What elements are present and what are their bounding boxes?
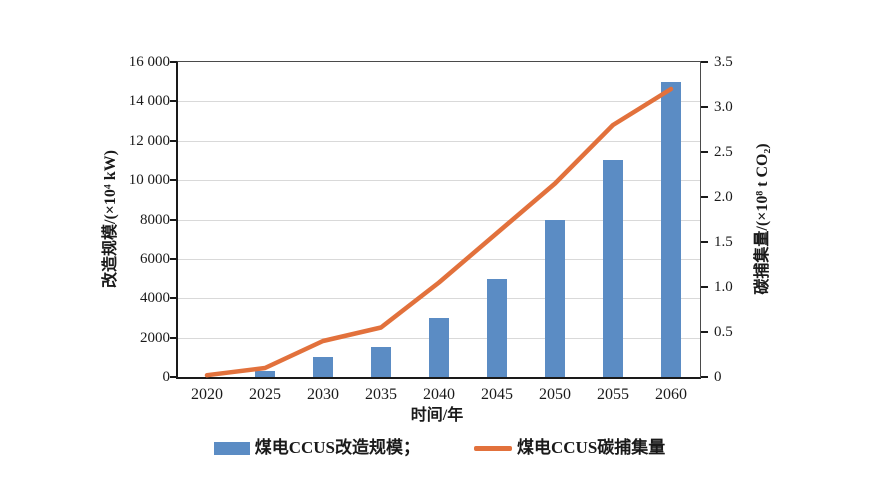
- x-axis-tick-label: 2045: [481, 386, 513, 403]
- legend-item: 煤电CCUS改造规模；: [213, 438, 420, 458]
- legend-label: 煤电CCUS改造规模；: [254, 438, 420, 457]
- gridline: [178, 180, 700, 182]
- legend-bar-swatch-icon: [213, 441, 250, 455]
- left-axis-tick-label: 14 000: [128, 93, 170, 110]
- left-axis-tick-label: 10 000: [128, 172, 170, 189]
- left-axis-tick: [170, 336, 177, 339]
- left-axis-tick: [170, 376, 177, 378]
- right-axis-tick: [701, 106, 708, 108]
- right-axis-tick: [701, 196, 708, 198]
- x-axis-tick-label: 2050: [539, 386, 571, 403]
- left-axis-tick: [170, 257, 177, 260]
- right-axis-tick-label: 2.0: [714, 189, 733, 205]
- right-axis-tick-label: 0: [714, 369, 722, 385]
- legend-item: 煤电CCUS碳捕集量: [474, 438, 665, 458]
- gridline: [178, 219, 700, 221]
- left-axis-tick-label: 6000: [140, 250, 170, 267]
- right-axis-tick: [701, 241, 708, 243]
- bar-2055: [603, 160, 623, 377]
- legend-label: 煤电CCUS碳捕集量: [517, 438, 666, 457]
- left-axis-tick-label: 8000: [140, 211, 170, 228]
- plot-area: 0 2000 4000 6000 8000 10 000 12 000 14 000 16 00…: [129, 55, 733, 403]
- left-axis-title: 改造规模/(×10⁴ kW): [102, 150, 119, 288]
- right-axis-tick-label: 1.0: [714, 279, 733, 295]
- left-axis-tick-label: 0: [162, 369, 171, 385]
- right-axis-tick-label: 3.5: [714, 54, 733, 70]
- bar-2045: [487, 278, 507, 377]
- right-axis-tick-label: 0.5: [714, 324, 733, 340]
- right-axis-tick: [701, 376, 708, 378]
- left-axis-tick-label: 12 000: [128, 132, 170, 149]
- gridline: [178, 101, 700, 103]
- gridline: [178, 258, 700, 260]
- x-axis-tick-label: 2030: [307, 386, 339, 403]
- x-axis-tick-label: 2040: [423, 386, 455, 403]
- bar-2025: [255, 371, 275, 377]
- bar-2040: [429, 317, 449, 377]
- left-axis-tick-label: 16 000: [128, 54, 170, 70]
- right-axis-title: 碳捕集量/(×10⁸ t CO₂): [754, 143, 771, 295]
- left-axis-tick: [170, 179, 177, 182]
- legend-line-swatch-icon: [474, 445, 512, 451]
- right-axis-tick-label: 2.5: [714, 144, 733, 160]
- gridline: [178, 140, 700, 142]
- x-axis-tick-label: 2020: [191, 386, 223, 403]
- left-axis-tick-label: 2000: [140, 329, 170, 346]
- left-axis-tick: [170, 100, 177, 103]
- trend-line: [204, 86, 674, 378]
- x-axis-tick-label: 2025: [249, 386, 281, 403]
- right-axis-tick-label: 3.0: [714, 99, 733, 115]
- gridline: [178, 298, 700, 300]
- bar-2060: [661, 81, 681, 377]
- x-axis-tick-label: 2035: [365, 386, 397, 403]
- left-axis-tick: [170, 61, 177, 63]
- legend: 煤电CCUS改造规模； 煤电CCUS碳捕集量: [0, 437, 879, 459]
- bar-2050: [545, 219, 565, 377]
- left-axis-tick-label: 4000: [140, 290, 170, 307]
- right-axis-tick: [701, 286, 708, 288]
- left-axis-tick: [170, 297, 177, 300]
- right-axis-tick: [701, 331, 708, 333]
- left-axis-tick: [170, 139, 177, 142]
- left-axis-tick: [170, 218, 177, 221]
- trend-line-layer: [204, 86, 674, 378]
- right-axis-tick: [701, 151, 708, 153]
- bar-2030: [313, 357, 333, 377]
- right-axis-tick: [701, 61, 708, 63]
- x-axis-tick-label: 2055: [597, 386, 629, 403]
- x-axis-tick-label: 2060: [655, 386, 687, 403]
- x-axis-title: 时间/年: [410, 407, 464, 424]
- right-axis-tick-label: 1.5: [714, 234, 733, 250]
- bar-2035: [371, 347, 391, 377]
